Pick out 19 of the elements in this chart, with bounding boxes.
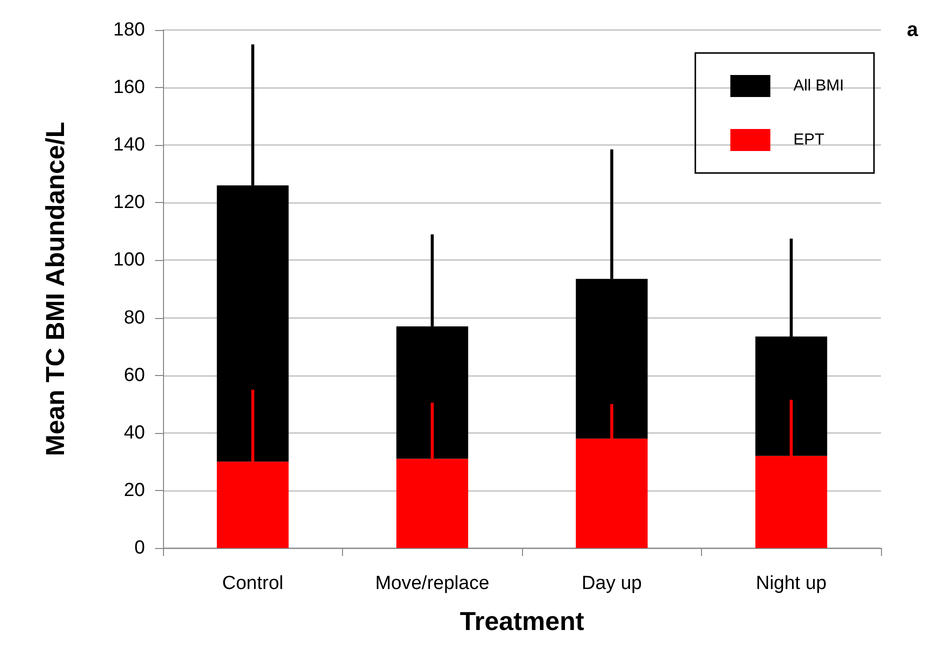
y-tick-label: 20 xyxy=(124,480,145,501)
y-tick-label: 80 xyxy=(124,307,145,328)
x-tick-label: Control xyxy=(222,573,284,594)
y-tick-label: 120 xyxy=(113,192,145,214)
legend-label: EPT xyxy=(793,132,825,148)
x-tick-label: Day up xyxy=(582,573,642,594)
x-axis-title: Treatment xyxy=(460,606,584,636)
y-tick-label: 40 xyxy=(124,422,145,444)
text: a xyxy=(906,19,919,41)
legend-label: All BMI xyxy=(793,78,844,94)
y-tick-label: 60 xyxy=(124,364,145,386)
y-tick-label: 140 xyxy=(113,134,145,156)
y-tick-label: 160 xyxy=(113,77,145,98)
y-tick-label: 100 xyxy=(113,250,145,271)
y-tick-label: 180 xyxy=(113,20,145,40)
y-tick-label: 0 xyxy=(134,538,145,558)
x-tick-label: Night up xyxy=(756,573,827,594)
x-tick-label: Move/replace xyxy=(375,573,490,594)
y-axis-title: Mean TC BMI Abundance/L xyxy=(40,122,70,456)
